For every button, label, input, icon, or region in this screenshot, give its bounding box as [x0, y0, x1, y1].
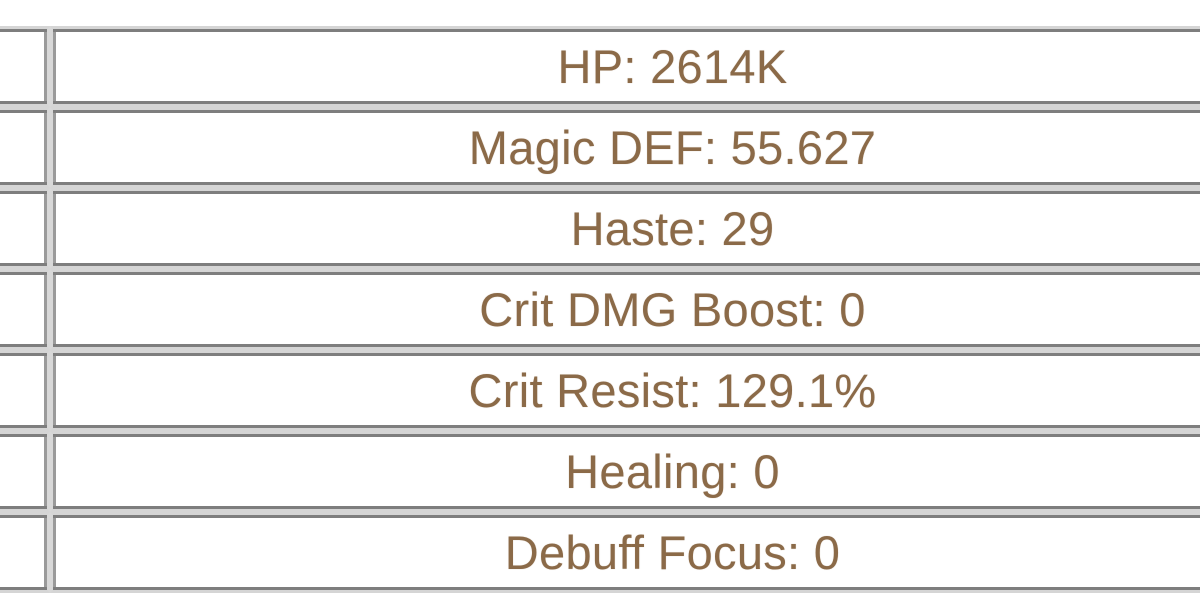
- stat-cell-hp[interactable]: HP: 2614K: [50, 26, 1200, 107]
- table-row[interactable]: Debuff Focus: 0: [0, 512, 1200, 593]
- stat-magic-def-label: Magic DEF: 55.627: [468, 121, 877, 174]
- character-stats-panel: HP: 2614K Magic DEF: 55.627: [0, 26, 1200, 593]
- stat-debuff-focus-label: Debuff Focus: 0: [504, 526, 841, 579]
- stat-cell-left[interactable]: [0, 188, 50, 269]
- stat-cell-left[interactable]: [0, 350, 50, 431]
- stat-cell-left[interactable]: [0, 107, 50, 188]
- stats-table-body: HP: 2614K Magic DEF: 55.627: [0, 26, 1200, 593]
- stat-cell-haste[interactable]: Haste: 29: [50, 188, 1200, 269]
- stat-cell-left[interactable]: [0, 512, 50, 593]
- table-row[interactable]: Haste: 29: [0, 188, 1200, 269]
- stat-crit-dmg-boost-label: Crit DMG Boost: 0: [479, 283, 866, 336]
- table-row[interactable]: Crit DMG Boost: 0: [0, 269, 1200, 350]
- table-row[interactable]: Magic DEF: 55.627: [0, 107, 1200, 188]
- stat-cell-magic-def[interactable]: Magic DEF: 55.627: [50, 107, 1200, 188]
- stat-cell-crit-resist[interactable]: Crit Resist: 129.1%: [50, 350, 1200, 431]
- stat-cell-left[interactable]: [0, 26, 50, 107]
- stat-haste-label: Haste: 29: [570, 202, 775, 255]
- stat-healing-label: Healing: 0: [565, 445, 780, 498]
- stat-cell-left[interactable]: [0, 431, 50, 512]
- stats-table: HP: 2614K Magic DEF: 55.627: [0, 26, 1200, 593]
- table-row[interactable]: Crit Resist: 129.1%: [0, 350, 1200, 431]
- stat-cell-left[interactable]: [0, 269, 50, 350]
- stat-hp-label: HP: 2614K: [557, 40, 788, 93]
- stat-crit-resist-label: Crit Resist: 129.1%: [468, 364, 877, 417]
- stat-cell-debuff-focus[interactable]: Debuff Focus: 0: [50, 512, 1200, 593]
- table-row[interactable]: HP: 2614K: [0, 26, 1200, 107]
- stat-cell-healing[interactable]: Healing: 0: [50, 431, 1200, 512]
- stat-cell-crit-dmg-boost[interactable]: Crit DMG Boost: 0: [50, 269, 1200, 350]
- table-row[interactable]: Healing: 0: [0, 431, 1200, 512]
